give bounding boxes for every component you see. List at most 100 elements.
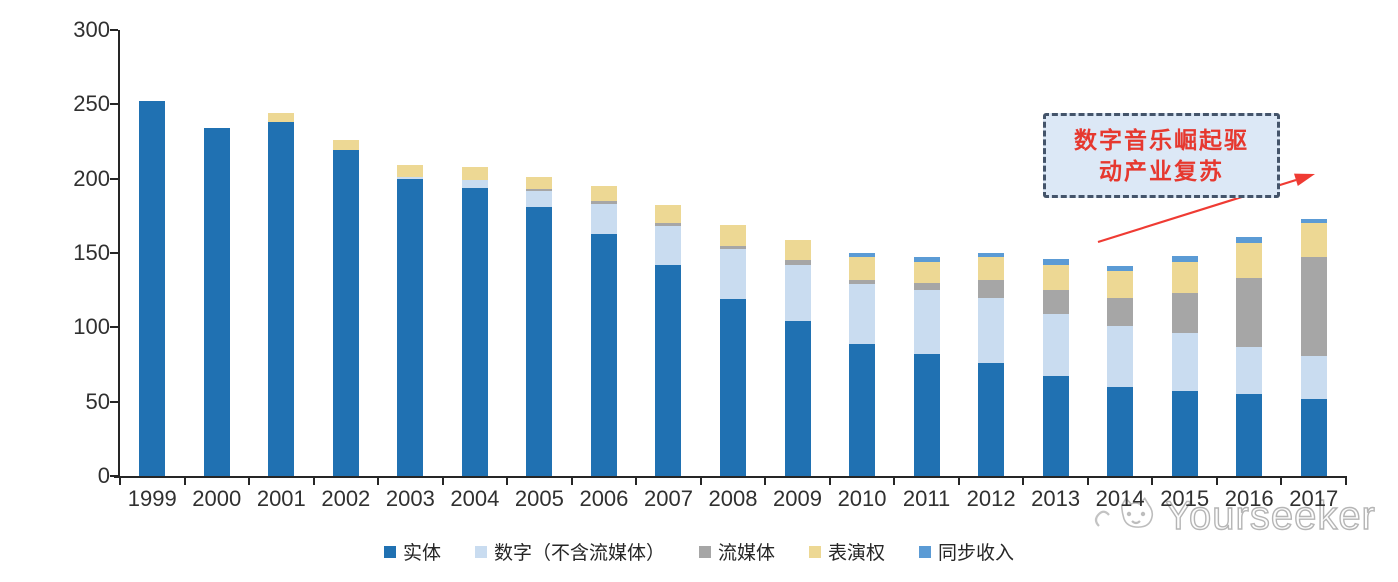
bar-segment-2009-流媒体: [784, 260, 811, 265]
bar-segment-2008-流媒体: [720, 245, 746, 249]
bar-segment-2010-实体: [849, 343, 876, 476]
y-axis-tick: [110, 29, 118, 31]
bar-segment-2015-数字（不含流媒体）: [1171, 333, 1198, 392]
bar-segment-2001-表演权: [268, 113, 295, 123]
legend-label: 同步收入: [938, 543, 1015, 564]
bar-segment-2014-同步收入: [1107, 266, 1134, 271]
bar-segment-2013-表演权: [1042, 264, 1069, 291]
y-axis-tick: [110, 475, 118, 477]
x-axis-tick: [312, 478, 315, 485]
legend: 实体 数字（不含流媒体） 流媒体 表演权 同步收入: [0, 538, 1398, 565]
legend-label: 实体: [402, 543, 441, 564]
bar-segment-2003-数字（不含流媒体）: [397, 177, 424, 179]
x-axis-tick: [1280, 478, 1283, 485]
bar-segment-2004-数字（不含流媒体）: [461, 180, 488, 188]
x-axis-label-2009: 2009: [773, 486, 822, 511]
bar-segment-2013-实体: [1042, 376, 1069, 476]
legend-swatch-icon: [383, 545, 396, 558]
bar-segment-2011-同步收入: [913, 257, 940, 262]
bar-segment-2012-表演权: [978, 257, 1005, 280]
x-axis-tick: [183, 478, 186, 485]
x-axis-label-2001: 2001: [256, 486, 306, 511]
x-axis-tick: [570, 478, 573, 485]
legend-swatch-icon: [919, 545, 932, 558]
y-axis-line: [118, 30, 120, 478]
x-axis-tick: [1151, 478, 1154, 485]
bar-segment-2014-流媒体: [1107, 297, 1134, 326]
x-axis-label-2016: 2016: [1224, 486, 1274, 511]
bar-segment-2017-实体: [1300, 398, 1327, 476]
bar-segment-2015-实体: [1171, 391, 1198, 476]
legend-item-同步收入: 同步收入: [919, 538, 1014, 565]
bar-segment-2011-流媒体: [913, 282, 940, 291]
watermark: Yourseeker: [1085, 492, 1398, 552]
y-axis-tick: [110, 177, 118, 180]
x-axis-label-2008: 2008: [708, 486, 758, 511]
bar-segment-2013-流媒体: [1042, 290, 1069, 314]
bar-segment-2012-数字（不含流媒体）: [978, 297, 1005, 364]
x-axis-label-2012: 2012: [966, 486, 1016, 511]
cat-logo-icon: [1094, 496, 1154, 528]
x-axis-tick: [248, 478, 251, 485]
x-axis-label-2004: 2004: [450, 486, 500, 511]
bar-segment-2009-数字（不含流媒体）: [784, 264, 811, 322]
bar-segment-2012-流媒体: [978, 279, 1005, 298]
bar-segment-2006-表演权: [590, 186, 617, 201]
bar-segment-1999-实体: [139, 101, 166, 476]
x-axis-tick: [1086, 478, 1089, 485]
x-axis-label-2003: 2003: [385, 486, 435, 511]
bar-segment-2000-实体: [203, 128, 230, 476]
legend-item-表演权: 表演权: [809, 538, 885, 565]
y-axis-label: 0: [97, 463, 110, 488]
y-axis-tick: [110, 326, 118, 329]
bar-segment-2012-同步收入: [978, 253, 1005, 258]
legend-swatch-icon: [474, 545, 487, 558]
bar-segment-2005-数字（不含流媒体）: [526, 190, 553, 207]
bar-segment-2005-表演权: [526, 177, 553, 190]
bar-segment-2014-数字（不含流媒体）: [1107, 325, 1134, 387]
x-axis-tick: [635, 478, 638, 485]
bar-segment-2011-数字（不含流媒体）: [913, 290, 940, 355]
x-axis-tick: [441, 478, 444, 485]
bar-segment-2013-数字（不含流媒体）: [1042, 313, 1069, 377]
x-axis-tick: [957, 478, 960, 485]
bar-segment-2007-数字（不含流媒体）: [655, 226, 682, 265]
x-axis-tick: [893, 478, 896, 485]
bar-segment-2008-表演权: [720, 224, 746, 246]
x-axis-tick: [1215, 478, 1218, 485]
x-axis-label-2017: 2017: [1289, 486, 1339, 511]
bar-segment-2001-实体: [268, 122, 295, 476]
y-axis-label: 250: [73, 91, 110, 117]
bar-segment-2014-实体: [1107, 386, 1134, 476]
bar-segment-2011-表演权: [913, 261, 940, 283]
x-axis-label-2013: 2013: [1031, 486, 1081, 511]
x-axis-label-2005: 2005: [514, 486, 564, 511]
x-axis-label-2006: 2006: [579, 486, 629, 511]
bar-segment-2006-流媒体: [590, 200, 617, 204]
x-axis-line: [114, 476, 1347, 478]
x-axis-tick: [699, 478, 702, 485]
x-axis-tick: [1022, 478, 1025, 485]
bar-segment-2017-数字（不含流媒体）: [1300, 355, 1327, 399]
bar-segment-2016-实体: [1236, 394, 1263, 476]
bar-segment-2006-实体: [590, 233, 617, 476]
y-axis-label: 100: [73, 314, 110, 340]
x-axis-tick: [377, 478, 380, 485]
y-axis-label: 200: [73, 165, 110, 191]
bar-segment-2010-流媒体: [849, 279, 876, 285]
x-axis-label-1999: 1999: [127, 486, 177, 511]
bar-segment-2004-表演权: [461, 166, 488, 181]
bar-segment-2007-实体: [655, 264, 682, 476]
x-axis-tick: [1345, 478, 1347, 485]
x-axis-label-2015: 2015: [1160, 486, 1210, 511]
bar-segment-2008-实体: [720, 299, 746, 476]
bar-segment-2010-同步收入: [849, 253, 876, 258]
legend-item-数字（不含流媒体）: 数字（不含流媒体）: [474, 538, 665, 565]
bar-segment-2017-流媒体: [1300, 257, 1327, 356]
x-axis-label-2014: 2014: [1095, 486, 1145, 511]
y-axis-label: 150: [73, 240, 110, 265]
bar-segment-2015-同步收入: [1171, 255, 1198, 262]
bar-segment-2006-数字（不含流媒体）: [590, 203, 617, 234]
bar-segment-2010-表演权: [849, 257, 876, 280]
